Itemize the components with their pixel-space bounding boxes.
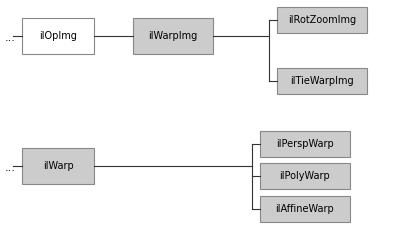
Text: ilWarpImg: ilWarpImg [148,31,197,41]
FancyBboxPatch shape [259,196,349,222]
Text: ilPerspWarp: ilPerspWarp [275,139,333,149]
FancyBboxPatch shape [276,68,366,94]
FancyBboxPatch shape [259,131,349,157]
FancyBboxPatch shape [22,148,94,184]
Text: ilWarp: ilWarp [43,161,73,171]
Text: ...: ... [5,163,16,173]
Text: ilPolyWarp: ilPolyWarp [279,171,330,181]
FancyBboxPatch shape [276,7,366,33]
Text: ilOpImg: ilOpImg [39,31,77,41]
FancyBboxPatch shape [259,163,349,189]
Text: ilTieWarpImg: ilTieWarpImg [290,76,353,86]
Text: ...: ... [5,33,16,43]
FancyBboxPatch shape [133,18,213,54]
FancyBboxPatch shape [22,18,94,54]
Text: ilAffineWarp: ilAffineWarp [275,204,334,214]
Text: ilRotZoomImg: ilRotZoomImg [287,15,355,25]
